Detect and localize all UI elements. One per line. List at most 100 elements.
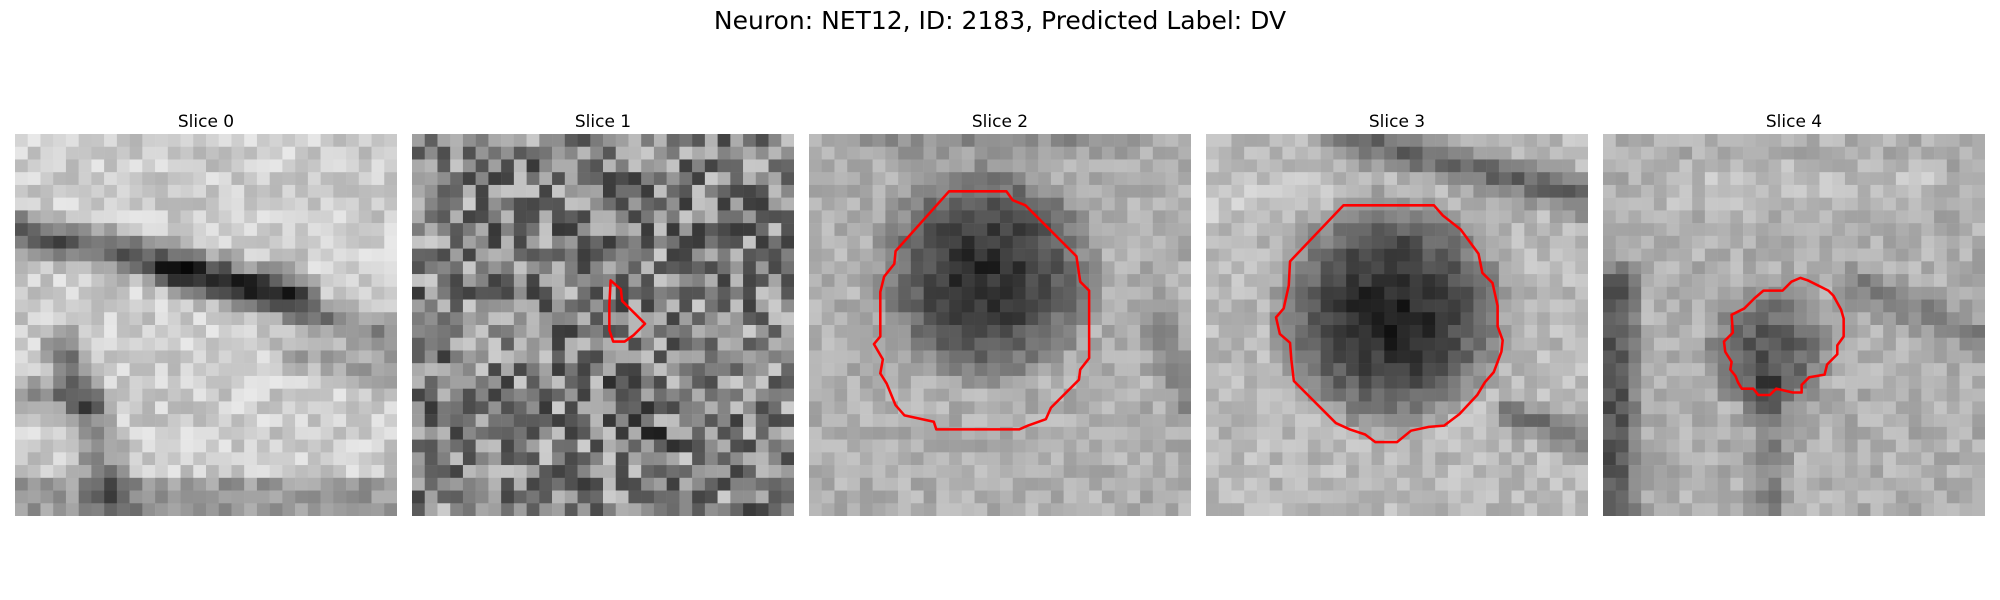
image-pixel [1704, 426, 1718, 440]
image-pixel [1460, 172, 1474, 186]
image-pixel [1730, 388, 1744, 402]
image-pixel [1206, 477, 1219, 491]
image-pixel [371, 312, 385, 326]
image-pixel [256, 439, 270, 453]
image-pixel [1127, 490, 1141, 504]
image-pixel [193, 401, 207, 415]
image-pixel [437, 159, 451, 173]
image-pixel [1794, 286, 1807, 300]
image-pixel [1549, 375, 1563, 389]
image-pixel [717, 337, 731, 351]
image-pixel [1603, 184, 1616, 198]
image-pixel [256, 414, 270, 428]
image-pixel [65, 248, 79, 262]
image-pixel [1089, 363, 1103, 377]
image-pixel [1794, 337, 1807, 351]
image-pixel [577, 477, 591, 491]
image-pixel [1562, 210, 1576, 224]
image-pixel [1794, 325, 1807, 338]
image-pixel [768, 337, 782, 351]
image-pixel [501, 159, 515, 173]
image-pixel [1524, 414, 1538, 428]
image-pixel [1346, 375, 1360, 389]
image-pixel [961, 363, 975, 377]
image-pixel [1206, 210, 1219, 224]
image-pixel [1307, 363, 1321, 377]
image-pixel [859, 325, 873, 338]
image-pixel [768, 439, 782, 453]
image-pixel [193, 184, 207, 198]
image-pixel [923, 134, 937, 147]
image-pixel [180, 375, 194, 389]
image-pixel [847, 363, 861, 377]
image-pixel [53, 248, 67, 262]
image-pixel [295, 490, 309, 504]
image-pixel [872, 490, 886, 504]
image-pixel [923, 248, 937, 262]
image-pixel [1269, 197, 1283, 211]
image-pixel [218, 248, 232, 262]
image-pixel [1282, 375, 1296, 389]
image-pixel [513, 210, 527, 224]
image-pixel [1050, 363, 1064, 377]
image-pixel [1371, 363, 1385, 377]
image-pixel [167, 490, 181, 504]
image-pixel [269, 146, 283, 160]
image-pixel [1794, 210, 1807, 224]
image-pixel [1012, 414, 1026, 428]
image-pixel [821, 363, 835, 377]
image-pixel [847, 439, 861, 453]
image-pixel [1012, 375, 1026, 389]
image-pixel [1152, 401, 1166, 415]
image-pixel [53, 184, 67, 198]
image-pixel [1537, 490, 1551, 504]
image-pixel [1717, 325, 1731, 338]
image-pixel [1152, 426, 1166, 440]
image-pixel [1101, 223, 1115, 237]
image-pixel [961, 223, 975, 237]
image-pixel [847, 312, 861, 326]
image-pixel [1063, 325, 1077, 338]
image-pixel [1127, 503, 1141, 516]
image-pixel [193, 350, 207, 364]
image-pixel [1743, 465, 1757, 479]
image-pixel [1269, 439, 1283, 453]
image-pixel [1460, 210, 1474, 224]
image-pixel [501, 363, 515, 377]
image-pixel [1641, 223, 1655, 237]
image-pixel [1908, 452, 1922, 466]
image-pixel [974, 375, 988, 389]
image-pixel [206, 401, 219, 415]
image-pixel [1333, 375, 1347, 389]
image-pixel [590, 159, 604, 173]
image-pixel [1127, 375, 1141, 389]
image-pixel [974, 388, 988, 402]
image-pixel [129, 184, 143, 198]
image-pixel [1498, 490, 1512, 504]
image-pixel [180, 452, 194, 466]
image-pixel [1615, 414, 1629, 428]
image-pixel [730, 312, 744, 326]
image-pixel [1883, 248, 1897, 262]
image-pixel [641, 286, 655, 300]
image-pixel [885, 465, 899, 479]
image-pixel [1524, 490, 1538, 504]
image-pixel [526, 172, 540, 186]
image-pixel [961, 172, 975, 186]
image-pixel [1038, 477, 1052, 491]
image-pixel [755, 490, 769, 504]
image-pixel [1063, 286, 1077, 300]
image-pixel [872, 477, 886, 491]
image-pixel [1152, 477, 1166, 491]
image-pixel [847, 172, 861, 186]
image-pixel [1206, 248, 1219, 262]
image-pixel [1050, 401, 1064, 415]
image-pixel [1447, 184, 1461, 198]
image-pixel [743, 452, 757, 466]
image-pixel [1959, 350, 1973, 364]
image-pixel [1908, 312, 1922, 326]
image-pixel [269, 235, 283, 249]
image-pixel [1231, 363, 1245, 377]
image-pixel [1295, 477, 1309, 491]
image-pixel [1256, 172, 1270, 186]
